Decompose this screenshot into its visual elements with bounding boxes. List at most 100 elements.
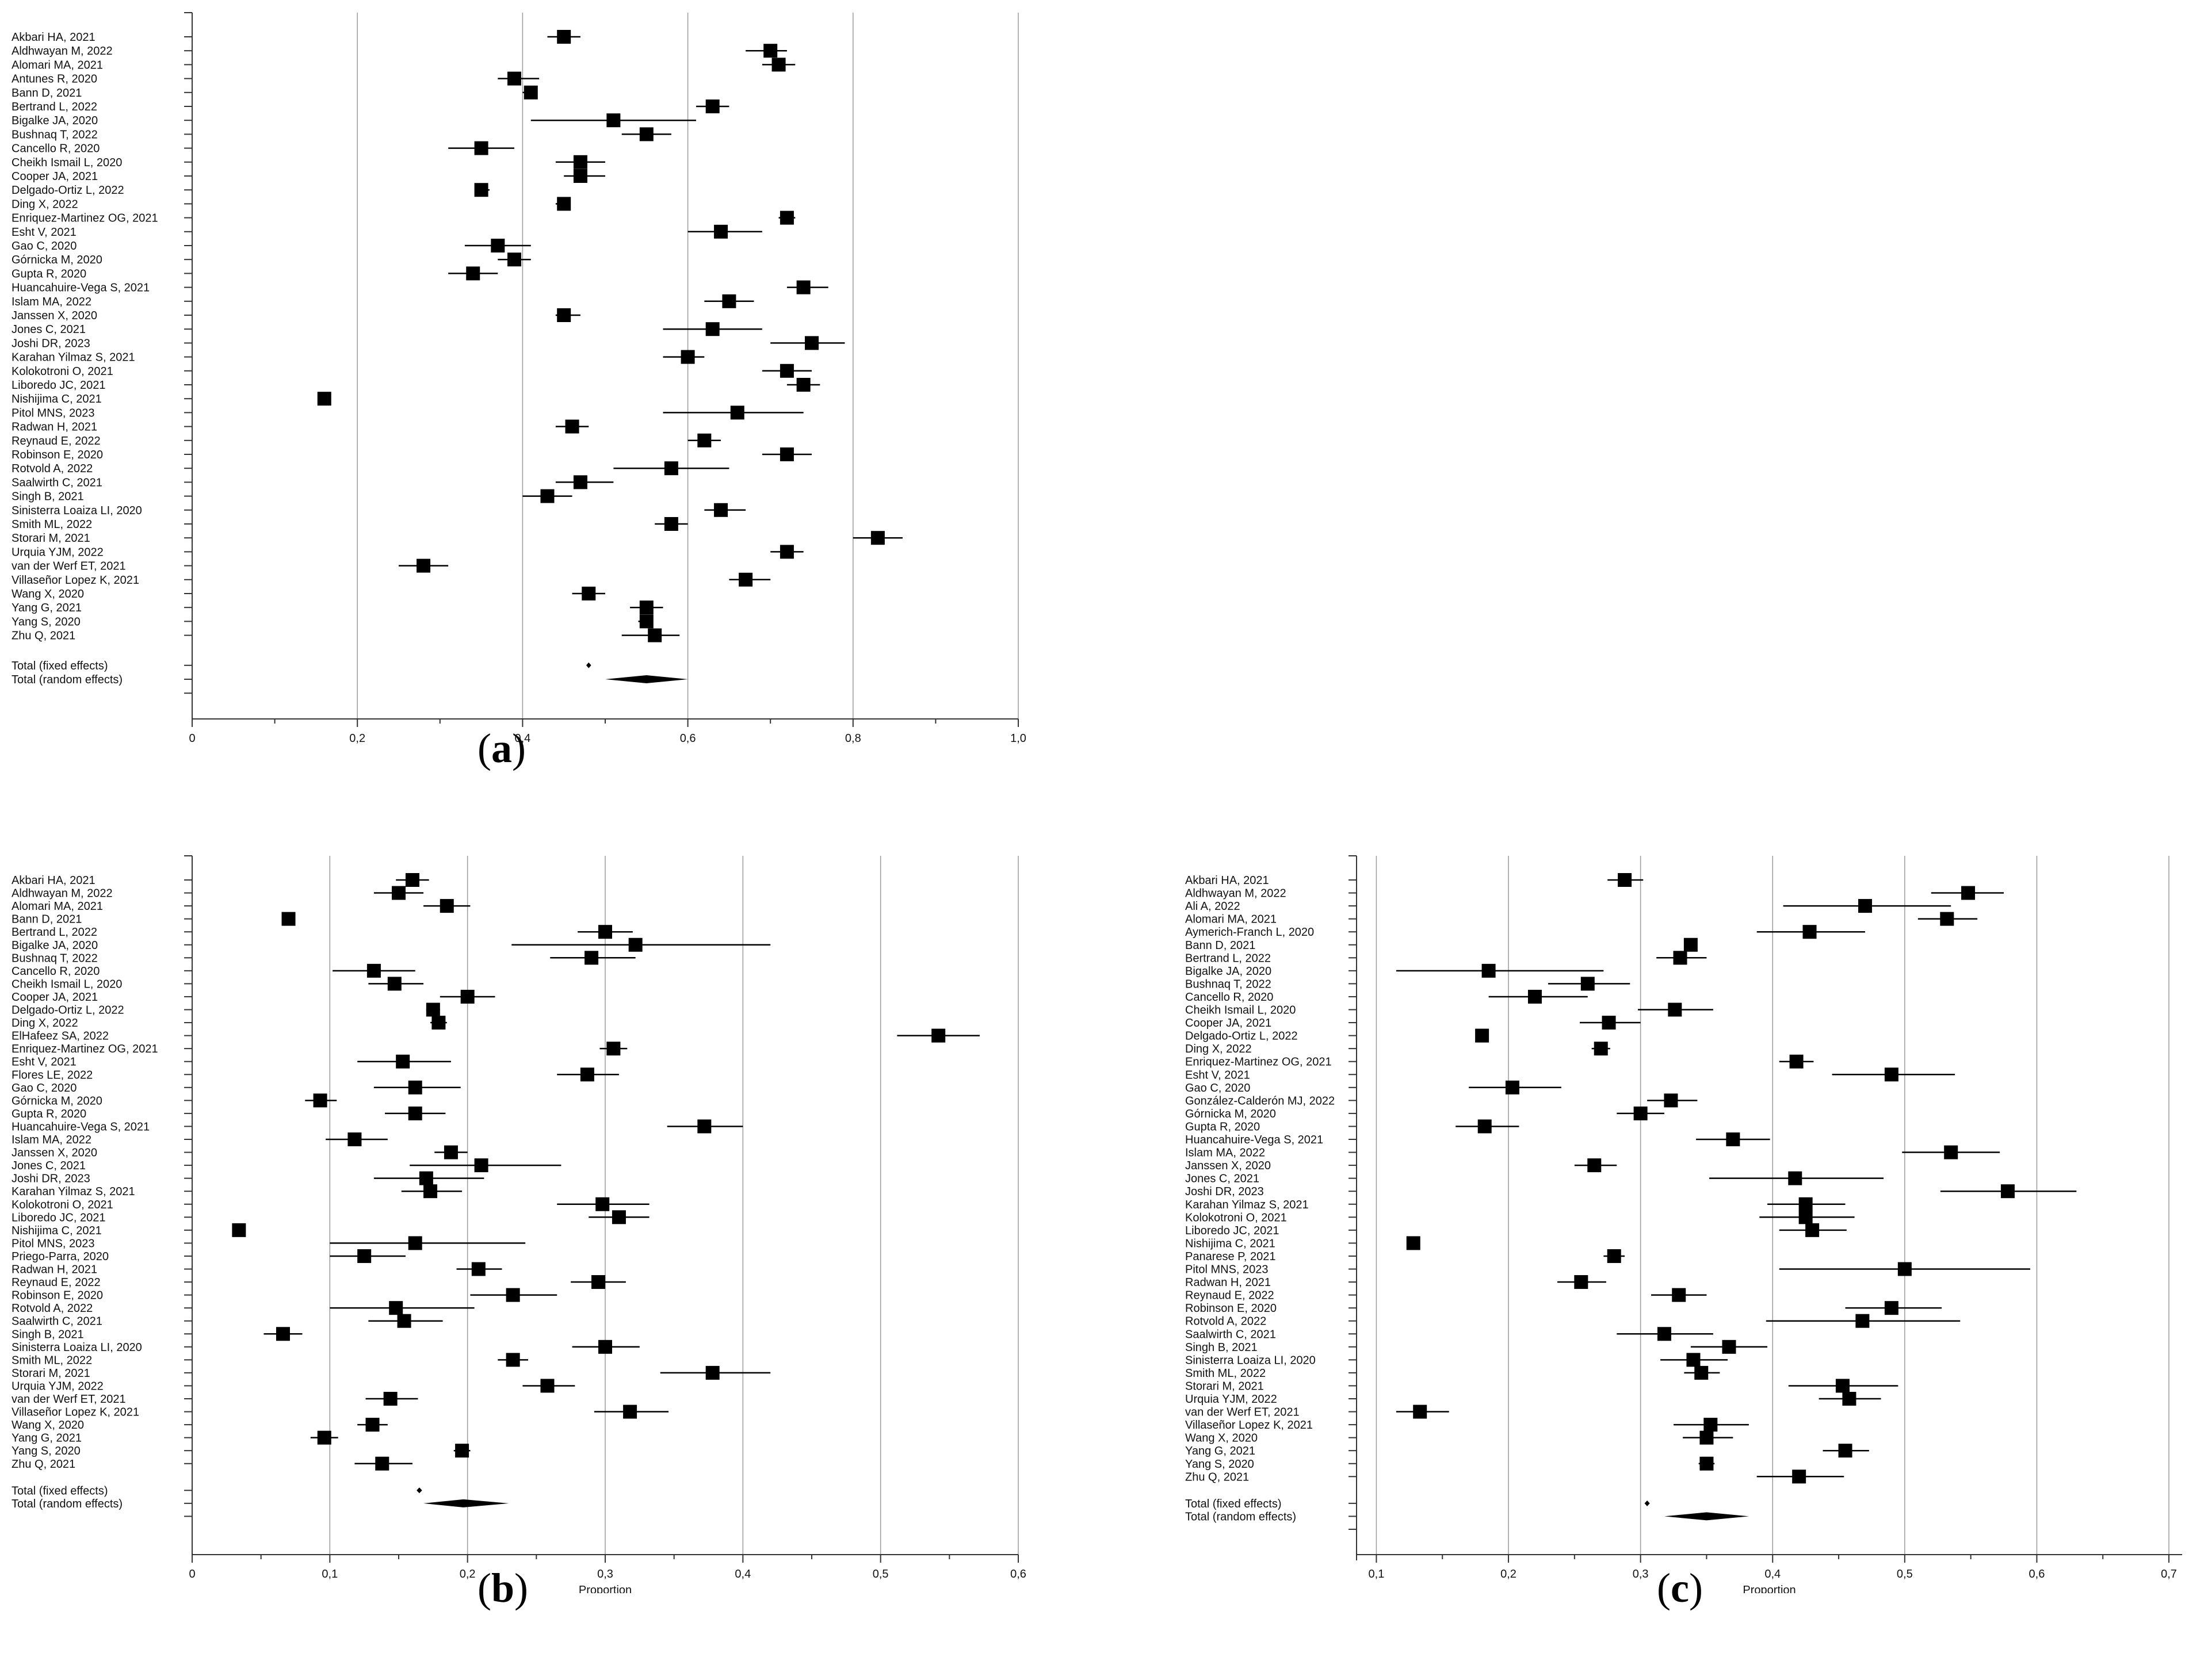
panel-label-c-letter: c — [1670, 1565, 1689, 1611]
panel-label-c-close: ) — [1689, 1565, 1703, 1611]
study-label: Nishijima C, 2021 — [1185, 1237, 1275, 1250]
study-estimate-square — [714, 224, 728, 239]
total-random-diamond — [605, 675, 688, 683]
x-tick-label: 0,5 — [873, 1568, 889, 1580]
study-label: Yang G, 2021 — [12, 1432, 82, 1445]
study-label: Cancello R, 2020 — [12, 965, 100, 978]
study-estimate-square — [598, 925, 612, 939]
study-label: Bigalke JA, 2020 — [12, 114, 98, 127]
study-label: Flores LE, 2022 — [12, 1069, 93, 1081]
study-label: Nishijima C, 2021 — [12, 1224, 102, 1237]
study-label: Liboredo JC, 2021 — [12, 379, 105, 392]
study-estimate-square — [389, 1301, 403, 1315]
study-label: van der Werf ET, 2021 — [1185, 1406, 1300, 1419]
study-estimate-square — [1805, 1223, 1820, 1237]
study-label: Enriquez-Martinez OG, 2021 — [12, 212, 158, 225]
study-label: Robinson E, 2020 — [12, 1289, 103, 1302]
study-label: Cooper JA, 2021 — [1185, 1017, 1271, 1030]
study-estimate-square — [317, 392, 331, 406]
x-tick-label: 0,4 — [1764, 1568, 1781, 1580]
study-label: Rotvold A, 2022 — [12, 1302, 93, 1315]
study-estimate-square — [1858, 899, 1872, 913]
study-label: Storari M, 2021 — [12, 532, 90, 545]
study-estimate-square — [805, 336, 819, 350]
study-label: Esht V, 2021 — [1185, 1069, 1250, 1081]
study-label: Villaseñor Lopez K, 2021 — [1185, 1419, 1313, 1432]
study-label: Aldhwayan M, 2022 — [12, 45, 113, 58]
study-estimate-square — [585, 951, 599, 965]
study-label: Islam MA, 2022 — [12, 1134, 91, 1146]
study-estimate-square — [276, 1327, 290, 1341]
study-label: Smith ML, 2022 — [12, 518, 92, 531]
study-label: Gupta R, 2020 — [1185, 1120, 1260, 1133]
study-label: Bertrand L, 2022 — [1185, 952, 1271, 965]
study-label: van der Werf ET, 2021 — [12, 1393, 126, 1406]
panel-label-c: (c) — [1657, 1564, 1703, 1612]
panel-label-a-letter: a — [491, 725, 512, 771]
study-estimate-square — [639, 600, 654, 615]
study-estimate-square — [573, 169, 587, 183]
study-estimate-square — [1602, 1016, 1616, 1030]
study-estimate-square — [387, 977, 402, 991]
study-label: Priego-Parra, 2020 — [12, 1250, 109, 1263]
study-label: Bushnaq T, 2022 — [12, 128, 98, 141]
study-label: Bigalke JA, 2020 — [12, 939, 98, 952]
study-label: Gao C, 2020 — [12, 240, 77, 252]
x-tick-label: 0,6 — [1010, 1568, 1026, 1580]
study-estimate-square — [1802, 925, 1817, 939]
study-label: Jones C, 2021 — [12, 323, 86, 336]
study-estimate-square — [1842, 1392, 1856, 1406]
study-label: Villaseñor Lopez K, 2021 — [12, 574, 139, 587]
study-label: Akbari HA, 2021 — [12, 31, 95, 44]
study-estimate-square — [1505, 1080, 1519, 1095]
study-estimate-square — [313, 1093, 327, 1108]
study-estimate-square — [639, 127, 654, 141]
study-estimate-square — [598, 1340, 612, 1354]
study-estimate-square — [623, 1405, 637, 1419]
study-estimate-square — [474, 141, 488, 155]
study-estimate-square — [1884, 1067, 1898, 1082]
study-label: Alomari MA, 2021 — [12, 900, 103, 913]
study-label: Reynaud E, 2022 — [12, 1276, 101, 1289]
study-estimate-square — [506, 1288, 520, 1302]
panel-label-b-open: ( — [477, 1565, 491, 1611]
study-label: Akbari HA, 2021 — [12, 874, 95, 887]
study-estimate-square — [1657, 1327, 1671, 1341]
study-label: Robinson E, 2020 — [1185, 1302, 1277, 1315]
study-estimate-square — [423, 1184, 438, 1199]
study-label: Yang G, 2021 — [1185, 1445, 1255, 1457]
study-label: Ali A, 2022 — [1185, 900, 1240, 913]
study-estimate-square — [1699, 1456, 1714, 1471]
study-label: Huancahuire-Vega S, 2021 — [12, 1120, 150, 1133]
x-axis-label: Proportion — [579, 1584, 632, 1593]
study-label: Cheikh Ismail L, 2020 — [12, 978, 122, 990]
study-estimate-square — [664, 517, 678, 531]
study-estimate-square — [931, 1028, 946, 1043]
study-estimate-square — [730, 405, 744, 420]
study-estimate-square — [1633, 1106, 1648, 1120]
study-label: Huancahuire-Vega S, 2021 — [12, 282, 150, 294]
x-tick-label: 0,7 — [2161, 1568, 2177, 1580]
study-estimate-square — [648, 628, 662, 642]
study-label: Aldhwayan M, 2022 — [1185, 887, 1286, 900]
study-label: Enriquez-Martinez OG, 2021 — [12, 1043, 158, 1055]
study-label: Islam MA, 2022 — [1185, 1147, 1265, 1159]
study-estimate-square — [1788, 1171, 1802, 1185]
study-label: Bertrand L, 2022 — [12, 926, 97, 939]
study-label: Saalwirth C, 2021 — [1185, 1328, 1276, 1341]
total-random-diamond — [1664, 1512, 1749, 1521]
study-estimate-square — [474, 1158, 488, 1173]
total-fixed-label: Total (fixed effects) — [1185, 1498, 1281, 1510]
study-label: Górnicka M, 2020 — [12, 254, 102, 266]
forest-plot-a-svg: 00,20,40,60,81,0ProportionAkbari HA, 202… — [12, 12, 1026, 745]
study-estimate-square — [281, 912, 296, 926]
study-label: Radwan H, 2021 — [12, 1264, 97, 1276]
study-label: Jones C, 2021 — [1185, 1173, 1259, 1185]
study-estimate-square — [1618, 873, 1632, 887]
panel-label-a-close: ) — [511, 725, 526, 771]
panel-label-a-open: ( — [477, 725, 491, 771]
x-tick-label: 0,8 — [845, 732, 861, 745]
study-label: Aymerich-Franch L, 2020 — [1185, 926, 1314, 939]
study-estimate-square — [455, 1444, 469, 1458]
study-estimate-square — [722, 294, 736, 308]
